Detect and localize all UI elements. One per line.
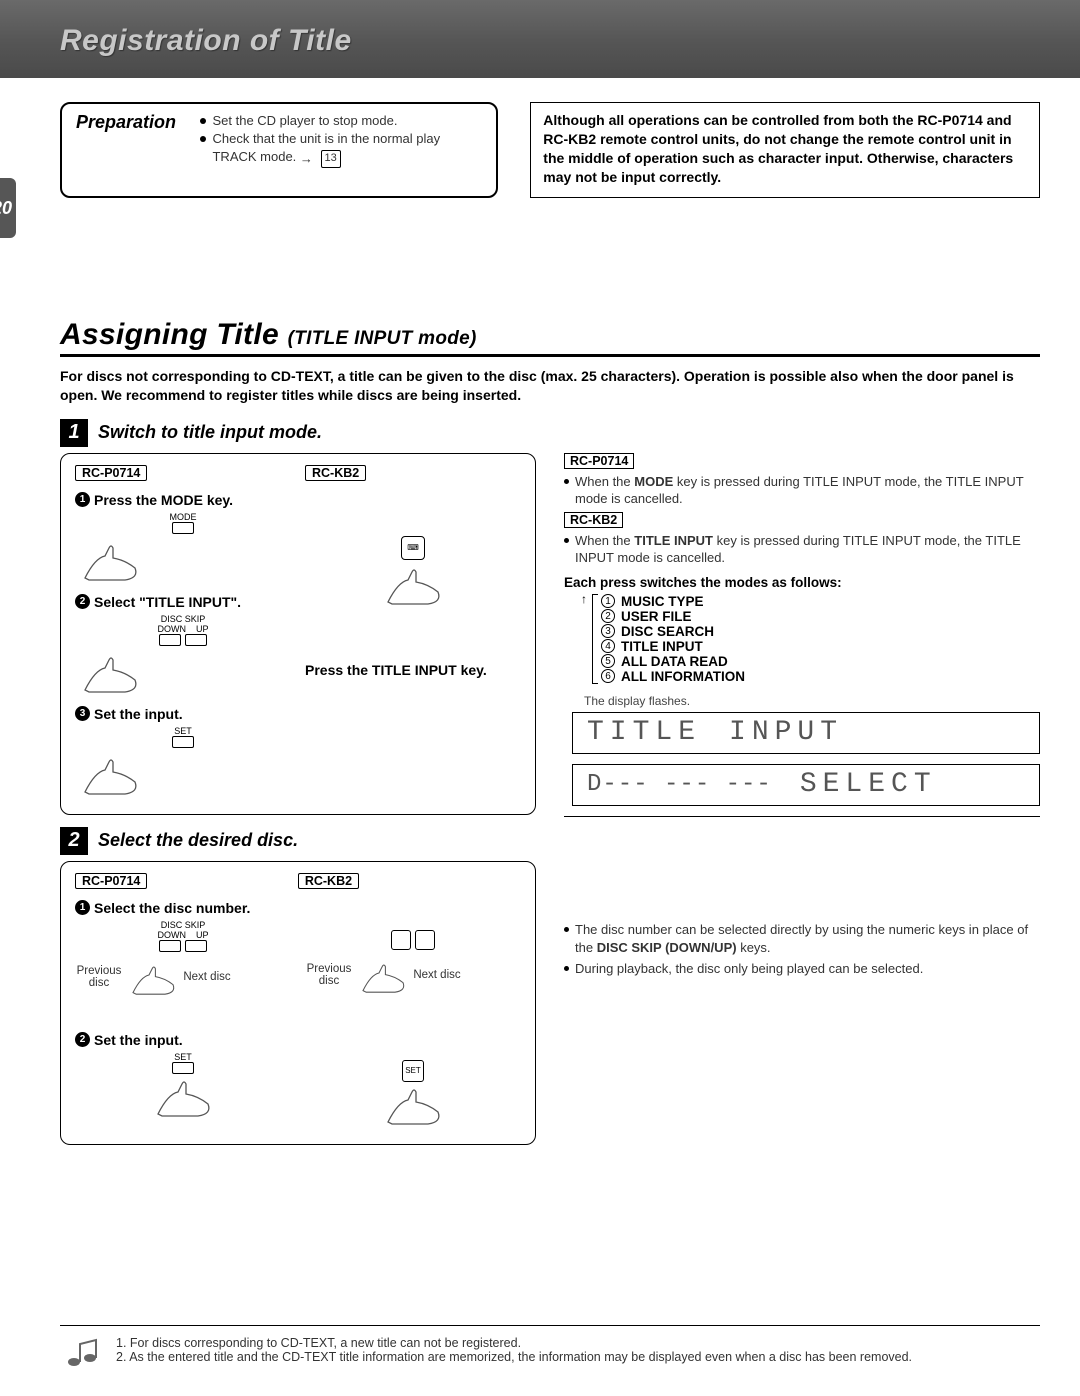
lcd2-word2: SELECT bbox=[800, 769, 937, 800]
mode-4: TITLE INPUT bbox=[621, 639, 703, 654]
remote-label-p0714: RC-P0714 bbox=[75, 465, 147, 481]
lcd1-word2: INPUT bbox=[729, 717, 843, 748]
prev-disc-label-2: Previous disc bbox=[305, 963, 353, 987]
step-2-header: 2 Select the desired disc. bbox=[60, 827, 1040, 855]
step1-sub2: Select "TITLE INPUT". bbox=[94, 594, 241, 610]
notes-icon bbox=[60, 1336, 102, 1372]
remote-label-kb2-2: RC-KB2 bbox=[298, 873, 359, 889]
mode-key-label: MODE bbox=[75, 512, 291, 522]
down-label-2: DOWN bbox=[157, 930, 186, 940]
preparation-heading: Preparation bbox=[76, 112, 176, 133]
lcd-display-2: D--- --- --- SELECT bbox=[572, 764, 1040, 806]
remote-label-kb2: RC-KB2 bbox=[305, 465, 366, 481]
lcd1-word1: TITLE bbox=[587, 717, 701, 748]
step-1-badge: 1 bbox=[60, 419, 88, 447]
next-disc-label: Next disc bbox=[183, 971, 231, 983]
hand-icon bbox=[75, 650, 145, 696]
hand-icon bbox=[75, 538, 145, 584]
p0714-note: When the MODE key is pressed during TITL… bbox=[575, 473, 1040, 508]
page-banner: Registration of Title bbox=[0, 0, 1080, 78]
note-1: 1. For discs corresponding to CD-TEXT, a… bbox=[116, 1336, 912, 1350]
step1-sub1: Press the MODE key. bbox=[94, 492, 233, 508]
step-2-title: Select the desired disc. bbox=[98, 830, 298, 851]
mode-list: ↑ 1MUSIC TYPE 2USER FILE 3DISC SEARCH 4T… bbox=[584, 594, 1040, 684]
step-2-procedure-box: RC-P0714 RC-KB2 1Select the disc number.… bbox=[60, 861, 536, 1145]
step2-right-b2: During playback, the disc only being pla… bbox=[575, 960, 923, 978]
mode-switch-heading: Each press switches the modes as follows… bbox=[564, 575, 1040, 590]
up-label: UP bbox=[196, 624, 209, 634]
diskskip-label: DISC SKIP bbox=[75, 614, 291, 624]
mode-2: USER FILE bbox=[621, 609, 692, 624]
page-number-tab: 20 bbox=[0, 178, 16, 238]
kb2-press-text: Press the TITLE INPUT key. bbox=[305, 662, 521, 678]
lcd2-word1: D--- --- --- bbox=[587, 771, 772, 798]
footer-notes: 1. For discs corresponding to CD-TEXT, a… bbox=[60, 1325, 1040, 1372]
set-key-icon: SET bbox=[402, 1060, 424, 1082]
step-2-badge: 2 bbox=[60, 827, 88, 855]
set-key-label: SET bbox=[75, 726, 291, 736]
step-1-procedure-box: RC-P0714 1Press the MODE key. MODE 2Sele… bbox=[60, 453, 536, 815]
up-label-2: UP bbox=[196, 930, 209, 940]
mode-1: MUSIC TYPE bbox=[621, 594, 704, 609]
hand-icon bbox=[355, 954, 411, 1000]
prev-disc-label: Previous disc bbox=[75, 965, 123, 989]
step2-sub1: Select the disc number. bbox=[94, 900, 250, 916]
banner-title: Registration of Title bbox=[60, 24, 1080, 58]
title-input-key-icon: ⌨ bbox=[401, 536, 425, 560]
mode-6: ALL INFORMATION bbox=[621, 669, 745, 684]
step-1-title: Switch to title input mode. bbox=[98, 422, 322, 443]
section-heading: Assigning Title (TITLE INPUT mode) bbox=[60, 318, 1040, 357]
hand-icon bbox=[378, 1082, 448, 1128]
step2-right-b1: The disc number can be selected directly… bbox=[575, 921, 1040, 956]
warning-box: Although all operations can be controlle… bbox=[530, 102, 1040, 198]
step1-sub3: Set the input. bbox=[94, 706, 183, 722]
model-p0714: RC-P0714 bbox=[564, 453, 634, 469]
section-intro: For discs not corresponding to CD-TEXT, … bbox=[60, 367, 1040, 405]
page-ref: 13 bbox=[321, 150, 341, 167]
remote-label-p0714-2: RC-P0714 bbox=[75, 873, 147, 889]
mode-3: DISC SEARCH bbox=[621, 624, 714, 639]
mode-5: ALL DATA READ bbox=[621, 654, 728, 669]
next-disc-label-2: Next disc bbox=[413, 969, 461, 981]
kb2-note: When the TITLE INPUT key is pressed duri… bbox=[575, 532, 1040, 567]
page-ref-arrow: → bbox=[300, 150, 313, 168]
preparation-box: Preparation Set the CD player to stop mo… bbox=[60, 102, 498, 198]
hand-icon bbox=[148, 1074, 218, 1120]
step-1-header: 1 Switch to title input mode. bbox=[60, 419, 1040, 447]
step2-sub2: Set the input. bbox=[94, 1032, 183, 1048]
display-flash-label: The display flashes. bbox=[584, 694, 1040, 708]
section-subtitle: (TITLE INPUT mode) bbox=[288, 328, 477, 349]
section-title: Assigning Title bbox=[60, 318, 279, 351]
diskskip-label-2: DISC SKIP bbox=[75, 920, 291, 930]
down-label: DOWN bbox=[157, 624, 186, 634]
set-label-2: SET bbox=[75, 1052, 291, 1062]
lcd-display-1: TITLE INPUT bbox=[572, 712, 1040, 754]
hand-icon bbox=[378, 562, 448, 608]
prep-item-1: Set the CD player to stop mode. bbox=[212, 112, 397, 130]
model-kb2: RC-KB2 bbox=[564, 512, 623, 528]
note-2: 2. As the entered title and the CD-TEXT … bbox=[116, 1350, 912, 1364]
hand-icon bbox=[75, 752, 145, 798]
hand-icon bbox=[125, 956, 181, 1002]
